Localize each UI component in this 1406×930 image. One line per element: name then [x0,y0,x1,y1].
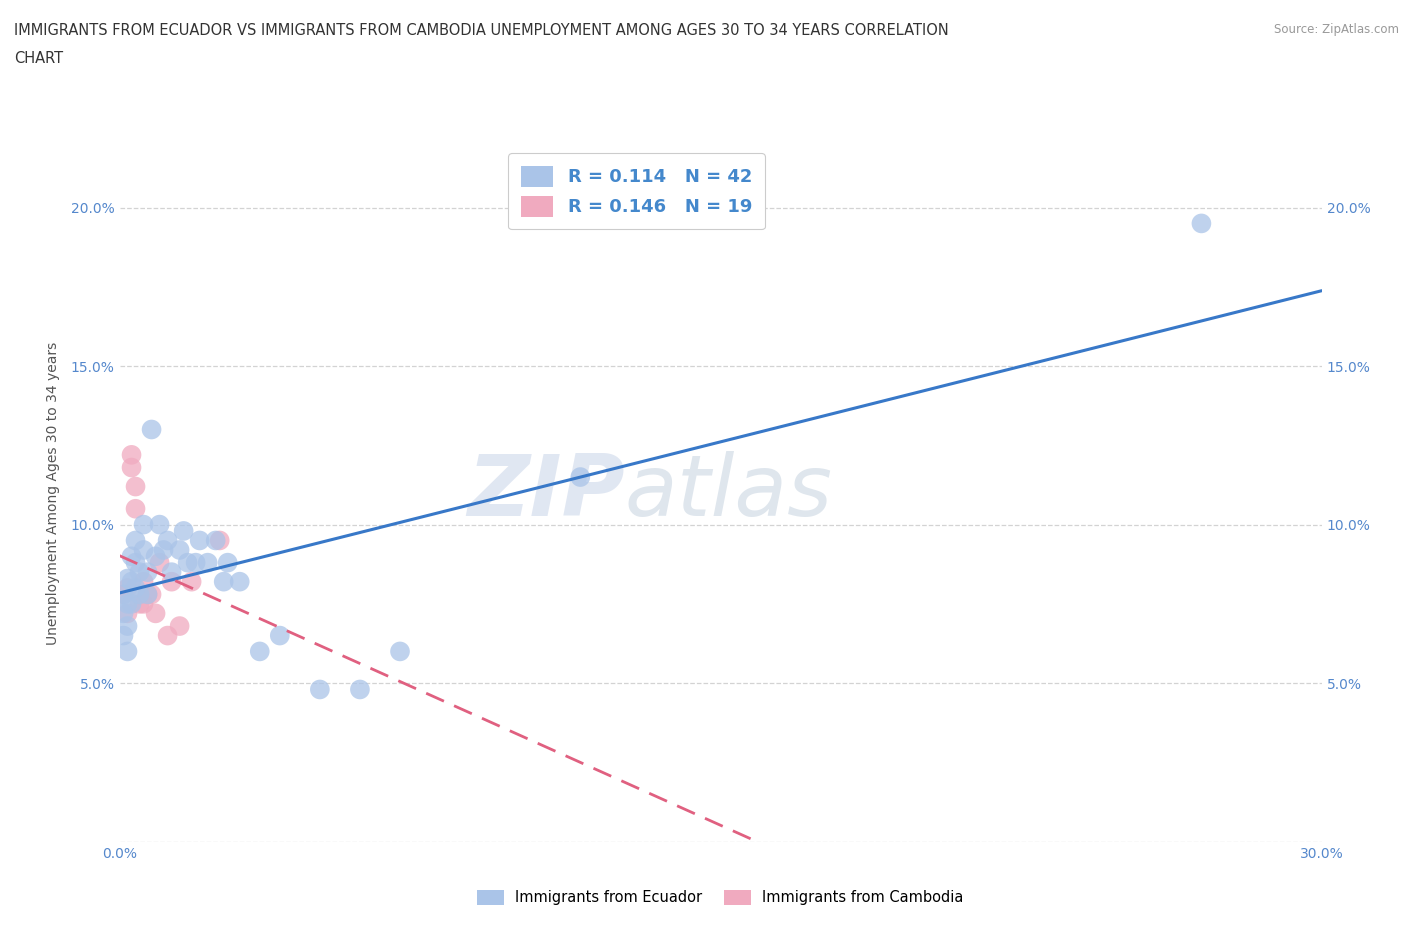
Point [197,555,219,570]
Point [132,517,155,532]
Point [176,555,198,570]
Point [309,682,332,697]
Point [152,542,174,557]
Point [121,447,143,462]
Text: Source: ZipAtlas.com: Source: ZipAtlas.com [1274,23,1399,36]
Point [128,596,150,611]
Point [388,644,412,658]
Point [141,587,163,602]
Point [112,628,135,643]
Point [117,596,139,611]
Point [160,574,183,589]
Point [173,524,195,538]
Point [145,549,167,564]
Point [136,565,159,579]
Point [121,574,143,589]
Point [145,606,167,621]
Point [124,479,146,494]
Point [184,555,207,570]
Point [249,644,271,658]
Point [228,574,252,589]
Point [121,460,143,475]
Point [212,574,235,589]
Point [124,580,146,595]
Point [156,533,179,548]
Point [208,533,231,548]
Point [136,587,159,602]
Point [121,549,143,564]
Point [132,596,155,611]
Point [124,533,146,548]
Point [149,517,172,532]
Point [141,422,163,437]
Point [124,501,146,516]
Point [569,470,592,485]
Point [128,587,150,602]
Point [128,565,150,579]
Point [188,533,211,548]
Point [121,596,143,611]
Point [112,587,135,602]
Point [349,682,371,697]
Point [117,618,139,633]
Point [160,565,183,579]
Point [204,533,226,548]
Point [132,542,155,557]
Point [117,580,139,595]
Point [112,606,135,621]
Text: CHART: CHART [14,51,63,66]
Point [1191,216,1213,231]
Text: atlas: atlas [624,451,832,535]
Point [117,606,139,621]
Text: ZIP: ZIP [467,451,624,535]
Point [124,555,146,570]
Point [136,587,159,602]
Text: IMMIGRANTS FROM ECUADOR VS IMMIGRANTS FROM CAMBODIA UNEMPLOYMENT AMONG AGES 30 T: IMMIGRANTS FROM ECUADOR VS IMMIGRANTS FR… [14,23,949,38]
Point [132,574,155,589]
Point [156,628,179,643]
Point [180,574,202,589]
Legend: Immigrants from Ecuador, Immigrants from Cambodia: Immigrants from Ecuador, Immigrants from… [471,884,970,911]
Point [117,571,139,586]
Point [217,555,239,570]
Point [149,555,172,570]
Point [112,587,135,602]
Point [169,618,191,633]
Y-axis label: Unemployment Among Ages 30 to 34 years: Unemployment Among Ages 30 to 34 years [45,341,59,644]
Point [269,628,291,643]
Point [169,542,191,557]
Point [117,644,139,658]
